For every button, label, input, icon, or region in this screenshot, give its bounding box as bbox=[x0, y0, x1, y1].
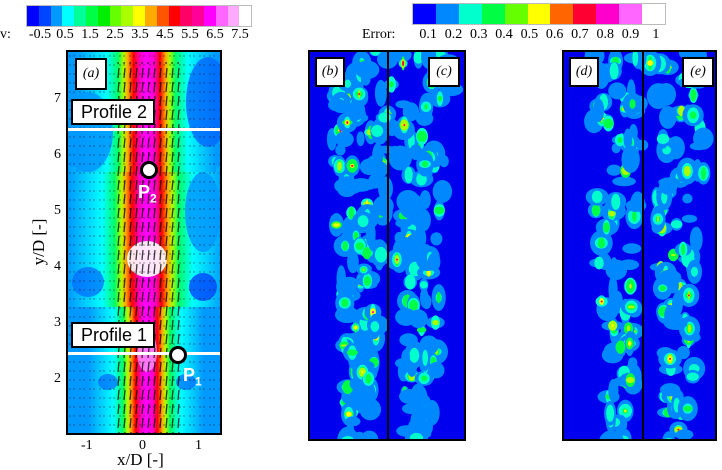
y-tick-6: 6 bbox=[54, 147, 61, 162]
colorbar-swatch bbox=[62, 6, 75, 26]
point-p1-label: P1 bbox=[183, 365, 202, 389]
x-tick-1: 1 bbox=[195, 438, 202, 453]
x-tick-neg1: -1 bbox=[81, 438, 93, 453]
panel-bc-error-field: (b) (c) bbox=[308, 50, 466, 441]
colorbar-swatch bbox=[192, 6, 204, 26]
colorbar-swatch bbox=[642, 4, 665, 24]
colorbar-swatch bbox=[550, 4, 574, 24]
velocity-colorbar-labels: v: -0.5 0.5 1.5 2.5 3.5 4.5 5.5 6.5 7.5 bbox=[0, 27, 253, 43]
panel-b-tag: (b) bbox=[315, 57, 345, 87]
colorbar-swatch bbox=[144, 6, 157, 26]
colorbar-swatch bbox=[180, 6, 193, 26]
colorbar-tick-label: 0.9 bbox=[621, 27, 640, 42]
colorbar-tick-label: 1.5 bbox=[81, 27, 99, 42]
colorbar-swatch bbox=[619, 4, 643, 24]
colorbar-swatch bbox=[109, 6, 122, 26]
colorbar-tick-label: 0.7 bbox=[571, 27, 589, 42]
colorbar-tick-label: 0.5 bbox=[520, 27, 539, 42]
colorbar-tick-label: 6.5 bbox=[206, 27, 224, 42]
error-contour-de bbox=[584, 52, 714, 439]
colorbar-tick-label: 0.8 bbox=[596, 27, 614, 42]
profile-1-label: Profile 1 bbox=[71, 322, 155, 348]
x-tick-0: 0 bbox=[139, 438, 146, 453]
colorbar-swatch bbox=[27, 6, 39, 26]
y-tick-3: 3 bbox=[54, 315, 61, 330]
colorbar-swatch bbox=[156, 6, 169, 26]
error-colorbar-labels: Error: 0.1 0.2 0.3 0.4 0.5 0.6 0.7 0.8 0.9 1 bbox=[362, 27, 668, 43]
colorbar-tick-label: 7.5 bbox=[231, 27, 249, 42]
panel-d-tag: (d) bbox=[569, 57, 599, 87]
colorbar-tick-label: 0.6 bbox=[545, 27, 564, 42]
panel-bc-divider bbox=[387, 52, 389, 439]
y-axis-label: y/D [-] bbox=[29, 218, 48, 266]
colorbar-tick-label: 2.5 bbox=[106, 27, 124, 42]
colorbar-swatch bbox=[239, 6, 252, 26]
colorbar-swatch bbox=[596, 4, 620, 24]
colorbar-swatch bbox=[413, 4, 436, 24]
error-contour-bc bbox=[326, 52, 464, 439]
panel-de-divider bbox=[642, 52, 644, 439]
colorbar-tick-label: 0.3 bbox=[469, 27, 488, 42]
profile-2-line bbox=[68, 128, 220, 131]
colorbar-swatch bbox=[481, 4, 505, 24]
colorbar-tick-label: 5.5 bbox=[181, 27, 199, 42]
colorbar-tick-label: 0.1 bbox=[419, 27, 437, 42]
colorbar-tick-label: 0.2 bbox=[444, 27, 463, 42]
panel-a-velocity-field: (a) Profile 2 Profile 1 P2 P1 bbox=[66, 50, 222, 435]
y-tick-2: 2 bbox=[54, 371, 61, 386]
colorbar-swatch bbox=[527, 4, 551, 24]
colorbar-swatch bbox=[50, 6, 63, 26]
colorbar-swatch bbox=[435, 4, 459, 24]
panel-de-error-field: (d) (e) bbox=[562, 50, 717, 441]
colorbar-tick-label: 3.5 bbox=[131, 27, 149, 42]
error-colorbar bbox=[412, 3, 666, 25]
colorbar-swatch bbox=[215, 6, 228, 26]
colorbar-swatch bbox=[74, 6, 86, 26]
panel-e-tag: (e) bbox=[682, 57, 714, 87]
colorbar-swatch bbox=[203, 6, 216, 26]
colorbar-tick-label: 0.4 bbox=[495, 27, 513, 42]
profile-1-line bbox=[68, 352, 220, 355]
colorbar-tick-label: 1 bbox=[652, 27, 660, 42]
error-colorbar-title: Error: bbox=[362, 27, 396, 42]
colorbar-swatch bbox=[458, 4, 482, 24]
colorbar-swatch bbox=[504, 4, 528, 24]
colorbar-swatch bbox=[97, 6, 110, 26]
colorbar-swatch bbox=[133, 6, 145, 26]
velocity-colorbar-title: v: bbox=[0, 27, 11, 42]
colorbar-swatch bbox=[227, 6, 240, 26]
velocity-colorbar bbox=[26, 5, 252, 27]
x-axis-label: x/D [-] bbox=[117, 450, 164, 469]
colorbar-tick-label: 4.5 bbox=[156, 27, 174, 42]
panel-a-tag: (a) bbox=[75, 58, 107, 90]
colorbar-swatch bbox=[121, 6, 134, 26]
profile-2-label: Profile 2 bbox=[71, 99, 155, 125]
point-p1-marker bbox=[169, 346, 187, 364]
y-tick-7: 7 bbox=[54, 91, 61, 106]
point-p2-marker bbox=[140, 161, 158, 179]
colorbar-tick-label: 0.5 bbox=[56, 27, 74, 42]
colorbar-tick-label: -0.5 bbox=[28, 27, 52, 42]
colorbar-swatch bbox=[38, 6, 51, 26]
colorbar-swatch bbox=[168, 6, 181, 26]
colorbar-swatch bbox=[573, 4, 597, 24]
point-p2-label: P2 bbox=[138, 182, 157, 206]
y-tick-5: 5 bbox=[54, 203, 61, 218]
y-tick-4: 4 bbox=[54, 259, 61, 274]
panel-c-tag: (c) bbox=[428, 57, 460, 87]
colorbar-swatch bbox=[85, 6, 98, 26]
